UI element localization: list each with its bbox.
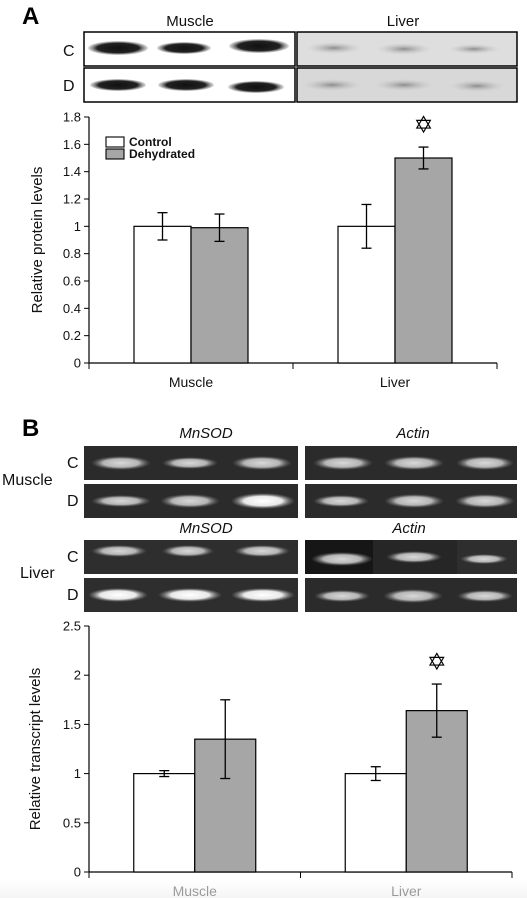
- chart-protein-levels: 0 0.2 0.4 0.6 0.8 1 1.2 1.4 1.6 1.8 Relative prote…: [29, 110, 498, 390]
- gel-tissue-label-muscle: Muscle: [2, 472, 53, 489]
- bar-dehydrated-liver: [394, 157, 453, 364]
- blot-col-label-liver: Liver: [387, 13, 420, 30]
- y-tick-label: 1.6: [63, 137, 81, 152]
- legend-label-control: Control: [129, 135, 172, 149]
- bar-dehydrated-muscle: [190, 227, 249, 364]
- legend-label-dehydrated: Dehydrated: [129, 147, 195, 161]
- y-tick-label: 0: [74, 356, 81, 371]
- panel-letter-b: B: [22, 415, 39, 442]
- blot-row-label-d: D: [63, 78, 75, 95]
- y-tick-label: 1.2: [63, 192, 81, 207]
- panel-letter-a: A: [22, 3, 39, 30]
- y-tick-label: 2: [74, 668, 81, 683]
- y-tick-label: 0.2: [63, 328, 81, 343]
- blot-row-label-c: C: [63, 43, 75, 60]
- y-tick-label: 1.4: [63, 164, 81, 179]
- gel-actin-muscle: [305, 446, 517, 518]
- significance-star-icon: ✡: [413, 111, 433, 139]
- gel-row-label-c-muscle: C: [67, 455, 79, 472]
- bar-control-liver: [344, 772, 407, 873]
- western-blot-liver: [296, 31, 518, 103]
- bar-control-muscle: [133, 772, 196, 873]
- y-tick-label: 0.4: [63, 301, 81, 316]
- y-axis-title: Relative transcript levels: [27, 668, 44, 831]
- gel-mnsod-muscle: [84, 446, 298, 518]
- y-tick-label: 1.8: [63, 110, 81, 125]
- bar-control-muscle: [133, 225, 192, 364]
- gel-col-label-actin-liver: Actin: [391, 520, 425, 537]
- y-tick-label: 0.5: [63, 815, 81, 830]
- significance-star-icon: ✡: [427, 648, 447, 676]
- gel-mnsod-liver: [84, 540, 298, 612]
- bar-control-liver: [337, 225, 396, 364]
- gel-col-label-actin-muscle: Actin: [395, 425, 429, 442]
- y-tick-label: 1: [74, 219, 81, 234]
- gel-row-label-d-liver: D: [67, 587, 79, 604]
- blot-col-label-muscle: Muscle: [166, 13, 214, 30]
- x-category-label: Muscle: [169, 374, 214, 390]
- gel-col-label-mnsod-muscle: MnSOD: [179, 425, 233, 442]
- y-tick-label: 2.5: [63, 619, 81, 634]
- gel-col-label-mnsod-liver: MnSOD: [179, 520, 233, 537]
- x-category-label: Liver: [380, 374, 411, 390]
- gel-row-label-d-muscle: D: [67, 493, 79, 510]
- legend-swatch-control: [105, 136, 125, 148]
- y-axis-title: Relative protein levels: [29, 167, 46, 314]
- y-tick-label: 1.5: [63, 717, 81, 732]
- y-tick-label: 0: [74, 865, 81, 880]
- y-tick-label: 0.6: [63, 274, 81, 289]
- gel-tissue-label-liver: Liver: [20, 565, 55, 582]
- gel-actin-liver: [305, 540, 517, 612]
- gel-row-label-c-liver: C: [67, 549, 79, 566]
- y-tick-label: 0.8: [63, 246, 81, 261]
- y-tick-label: 1: [74, 766, 81, 781]
- western-blot-muscle: [83, 31, 296, 103]
- legend-swatch-dehydrated: [105, 148, 125, 160]
